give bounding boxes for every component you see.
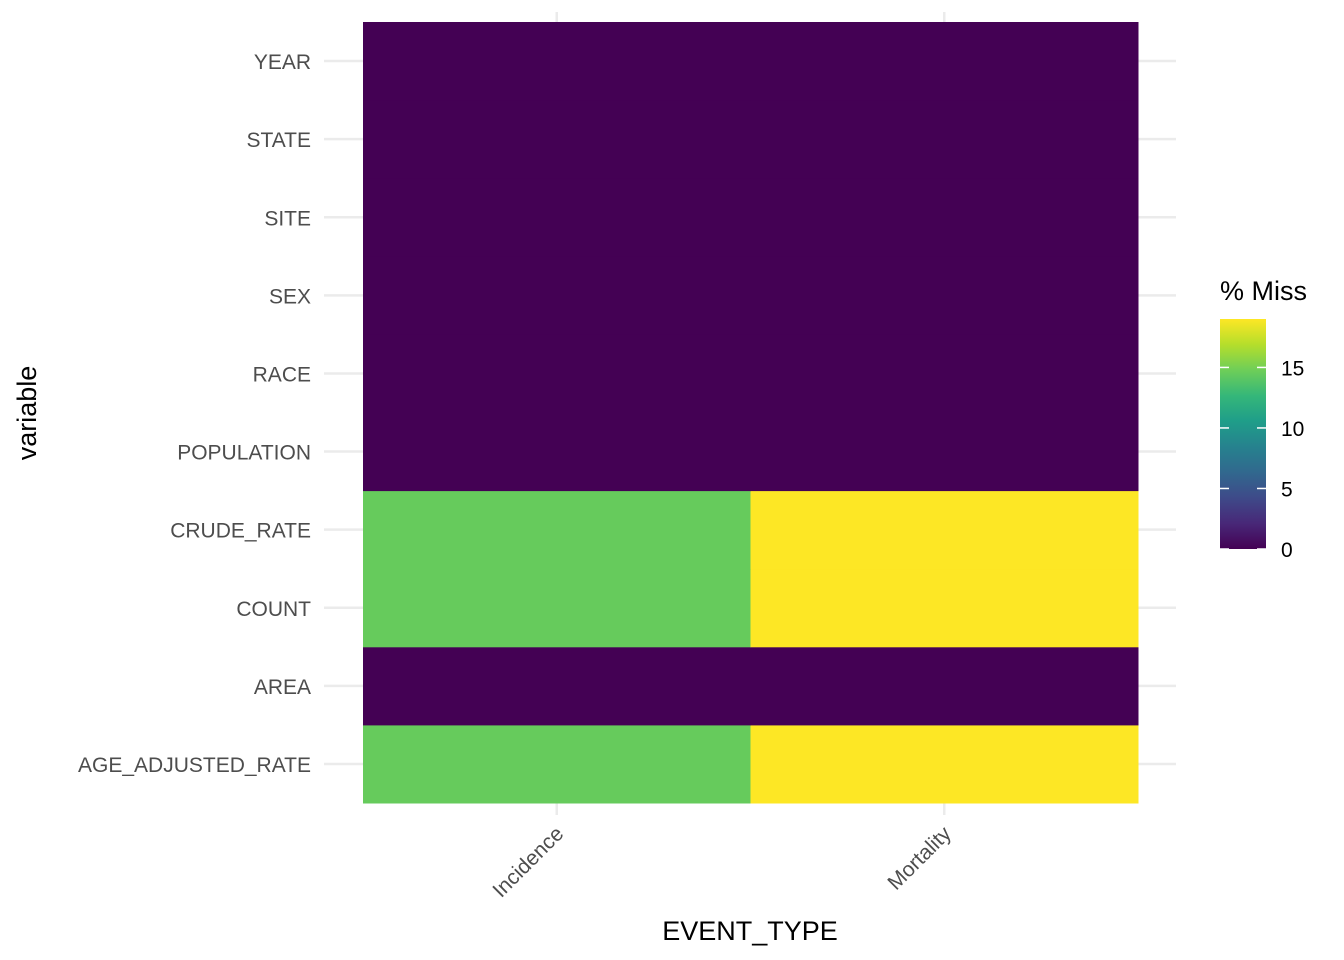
y-tick-label: YEAR: [254, 51, 311, 74]
legend-tick-label: 5: [1281, 478, 1293, 501]
heatmap-cell: [363, 22, 751, 101]
heatmap-cell: [363, 256, 751, 335]
heatmap-cells: [363, 22, 1139, 804]
heatmap-cell: [363, 178, 751, 257]
legend-title: % Miss: [1220, 276, 1307, 306]
heatmap-cell: [750, 568, 1139, 648]
legend-tick-label: 10: [1281, 418, 1304, 441]
y-tick-label: RACE: [253, 363, 311, 386]
x-tick-label: Incidence: [488, 822, 568, 902]
y-tick-label: SEX: [269, 285, 311, 308]
heatmap-cell: [750, 256, 1139, 335]
y-tick-label: COUNT: [236, 598, 311, 621]
y-axis-tick-labels: AGE_ADJUSTED_RATE AREA COUNT CRUDE_RATE POPU…: [78, 51, 311, 777]
heatmap-cell: [363, 724, 751, 804]
heatmap-cell: [363, 334, 751, 413]
heatmap-cell: [750, 646, 1139, 726]
legend-tick-label: 15: [1281, 357, 1304, 380]
heatmap-cell: [363, 412, 751, 492]
x-tick-label: Mortality: [883, 822, 956, 895]
y-axis-title: variable: [12, 366, 42, 461]
y-tick-label: SITE: [264, 207, 311, 230]
heatmap-cell: [363, 100, 751, 179]
heatmap-cell: [363, 568, 751, 648]
x-axis-tick-labels: Incidence Mortality: [488, 822, 956, 902]
heatmap-cell: [750, 100, 1139, 179]
legend-tick-label: 0: [1281, 539, 1293, 562]
heatmap-cell: [750, 724, 1139, 804]
heatmap-cell: [750, 334, 1139, 413]
y-tick-label: STATE: [246, 129, 311, 152]
heatmap-cell: [363, 490, 751, 570]
y-tick-label: CRUDE_RATE: [170, 520, 311, 543]
y-tick-label: AGE_ADJUSTED_RATE: [78, 754, 311, 777]
heatmap-cell: [750, 412, 1139, 492]
legend-ticks: 0 5 10 15: [1220, 357, 1304, 562]
x-axis-title: EVENT_TYPE: [662, 916, 838, 946]
color-legend: % Miss 0 5 10 15: [1220, 276, 1307, 562]
y-tick-label: POPULATION: [177, 442, 311, 465]
legend-colorbar: [1220, 319, 1266, 549]
heatmap-cell: [750, 178, 1139, 257]
heatmap-cell: [750, 490, 1139, 570]
heatmap-cell: [363, 646, 751, 726]
y-tick-label: AREA: [254, 676, 311, 699]
heatmap-cell: [750, 22, 1139, 101]
